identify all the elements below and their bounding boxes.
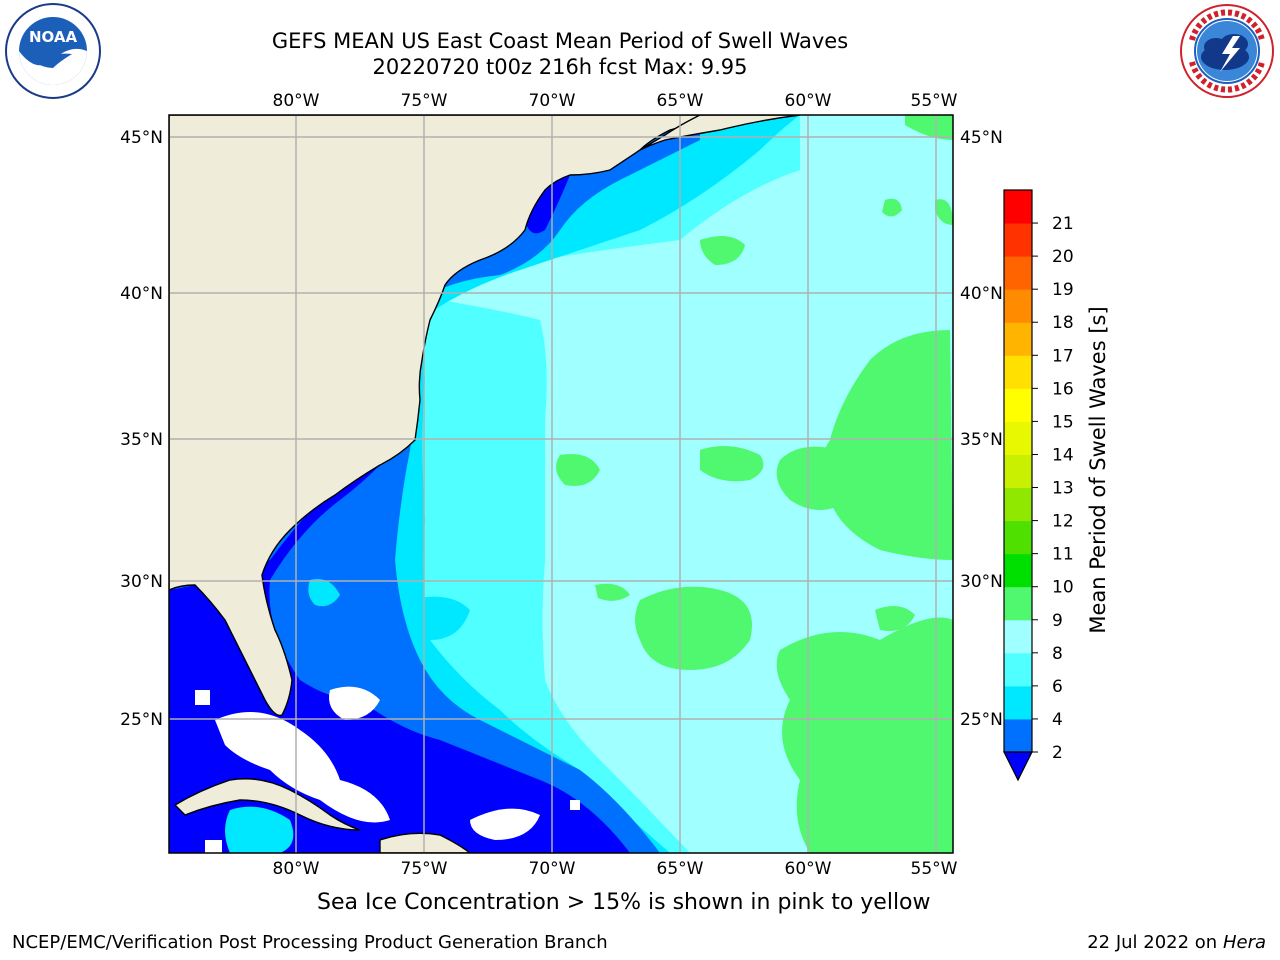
lat-label: 25°N	[120, 710, 163, 730]
lat-label: 40°N	[960, 284, 1003, 304]
colorbar-frame	[1003, 189, 1033, 753]
colorbar-segment	[1004, 421, 1032, 455]
colorbar-tick-label: 21	[1052, 214, 1074, 234]
lat-labels-left: 45°N 40°N 35°N 30°N 25°N	[120, 128, 163, 730]
colorbar-segment	[1004, 619, 1032, 654]
lon-label: 60°W	[785, 859, 832, 879]
colorbar-tick-label: 20	[1052, 247, 1074, 267]
noaa-logo-icon: NOAA	[4, 2, 102, 104]
map-field	[169, 115, 953, 853]
footer-date-text: 22 Jul 2022 on	[1087, 932, 1223, 953]
lon-label: 60°W	[785, 91, 832, 111]
colorbar-segment	[1004, 652, 1032, 687]
lon-label: 65°W	[657, 91, 704, 111]
colorbar-tick-label: 10	[1052, 578, 1074, 598]
colorbar-segment	[1004, 586, 1032, 621]
colorbar-tick-label: 16	[1052, 379, 1074, 399]
colorbar-tick-label: 12	[1052, 512, 1074, 532]
lat-label: 35°N	[960, 430, 1003, 450]
swell-field-9-10	[556, 115, 953, 853]
footer-host: Hera	[1222, 932, 1266, 953]
chart-subtitle: 20220720 t00z 216h fcst Max: 9.95	[372, 55, 748, 79]
colorbar-tick-label: 18	[1052, 313, 1074, 333]
colorbar-segment	[1004, 553, 1032, 588]
colorbar-tick-label: 4	[1052, 710, 1063, 730]
lat-labels-right: 45°N 40°N 35°N 30°N 25°N	[960, 128, 1003, 730]
lon-label: 75°W	[401, 91, 448, 111]
lon-label: 65°W	[657, 859, 704, 879]
lat-label: 35°N	[120, 430, 163, 450]
colorbar-segment	[1004, 520, 1032, 555]
colorbar-segment	[1004, 388, 1032, 422]
lat-label: 25°N	[960, 710, 1003, 730]
colorbar-segment	[1004, 289, 1032, 323]
lon-label: 75°W	[401, 859, 448, 879]
lon-label: 55°W	[911, 859, 958, 879]
colorbar-tick-label: 14	[1052, 445, 1074, 465]
colorbar-segment	[1004, 355, 1032, 389]
sea-ice-note: Sea Ice Concentration > 15% is shown in …	[317, 890, 931, 915]
colorbar-segment	[1004, 487, 1032, 522]
svg-text:NOAA: NOAA	[29, 28, 78, 46]
colorbar-tick-label: 9	[1052, 611, 1063, 631]
lon-labels-bottom: 80°W 75°W 70°W 65°W 60°W 55°W	[273, 859, 958, 879]
chart-title: GEFS MEAN US East Coast Mean Period of S…	[271, 29, 849, 53]
colorbar-tick-label: 13	[1052, 479, 1074, 499]
lat-label: 30°N	[960, 572, 1003, 592]
colorbar: 2 4 6 8 9 10 11 12 13 14 15 16 17 18 19 20 21	[1003, 189, 1074, 782]
colorbar-tick-label: 6	[1052, 677, 1063, 697]
colorbar-segment	[1004, 454, 1032, 489]
colorbar-tick-label: 15	[1052, 412, 1074, 432]
colorbar-title: Mean Period of Swell Waves [s]	[1086, 306, 1110, 633]
footer-credit: NCEP/EMC/Verification Post Processing Pr…	[12, 932, 608, 953]
lon-label: 70°W	[529, 91, 576, 111]
colorbar-under-arrow	[1003, 751, 1033, 782]
lon-label: 80°W	[273, 859, 320, 879]
lon-labels-top: 80°W 75°W 70°W 65°W 60°W 55°W	[273, 91, 958, 111]
footer-date: 22 Jul 2022 on Hera	[1087, 932, 1266, 953]
colorbar-segment	[1004, 190, 1032, 224]
lat-label: 40°N	[120, 284, 163, 304]
lat-label: 30°N	[120, 572, 163, 592]
lat-label: 45°N	[960, 128, 1003, 148]
colorbar-segment	[1004, 718, 1032, 753]
colorbar-segment	[1004, 322, 1032, 356]
swell-field-caribbean	[225, 579, 340, 853]
lat-label: 45°N	[120, 128, 163, 148]
colorbar-segment	[1004, 685, 1032, 720]
colorbar-tick-label: 19	[1052, 280, 1074, 300]
colorbar-segment	[1004, 256, 1032, 290]
no-data-area	[195, 686, 580, 853]
colorbar-tick-label: 8	[1052, 644, 1063, 664]
colorbar-tick-label: 11	[1052, 545, 1074, 565]
lon-label: 70°W	[529, 859, 576, 879]
lon-label: 80°W	[273, 91, 320, 111]
lon-label: 55°W	[911, 91, 958, 111]
colorbar-tick-label: 2	[1052, 743, 1063, 763]
nws-logo-icon	[1178, 2, 1276, 104]
land	[169, 115, 801, 853]
map-frame	[168, 114, 954, 854]
gridlines	[169, 115, 953, 853]
colorbar-tick-label: 17	[1052, 346, 1074, 366]
colorbar-segment	[1004, 223, 1032, 257]
